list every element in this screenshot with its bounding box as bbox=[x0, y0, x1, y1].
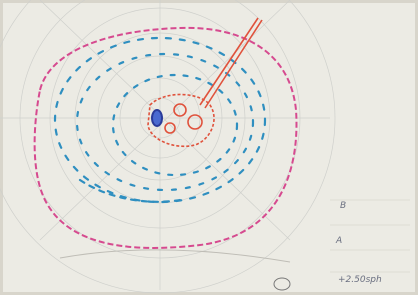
blind-spot bbox=[152, 110, 162, 126]
page: B A +2.50sph (() => { const data = JSON.… bbox=[0, 0, 418, 295]
lens-note: +2.50sph bbox=[338, 275, 382, 285]
mark-b: B bbox=[340, 201, 346, 211]
paper bbox=[0, 0, 418, 295]
mark-a: A bbox=[335, 236, 342, 246]
perimetry-photo: B A +2.50sph bbox=[0, 0, 418, 295]
